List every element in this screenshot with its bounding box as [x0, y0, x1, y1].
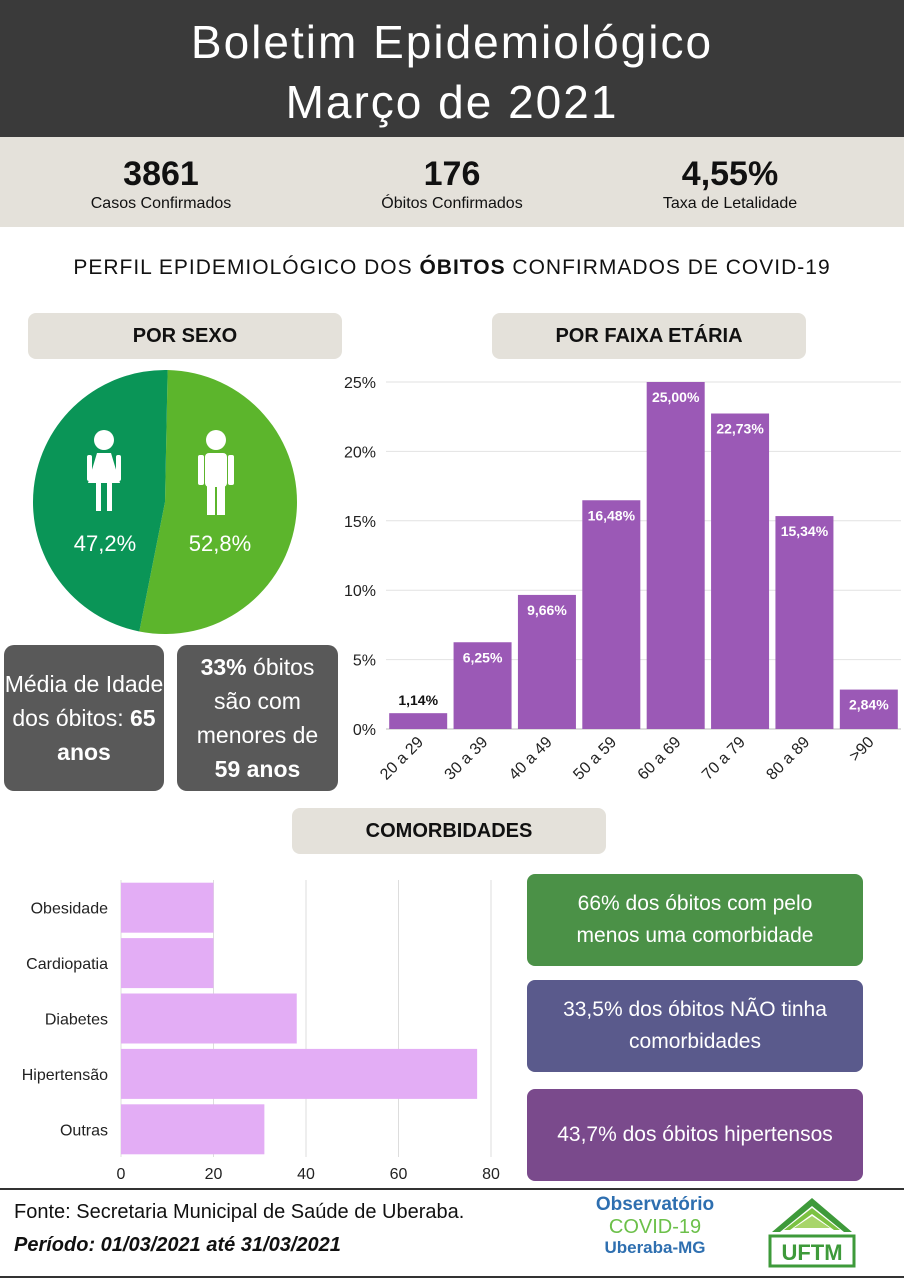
mean-age-value: 65 anos: [57, 705, 156, 765]
comorb-category-label: Hipertensão: [22, 1067, 108, 1084]
footer-period: Período: 01/03/2021 até 31/03/2021: [14, 1234, 341, 1256]
header-banner: Boletim Epidemiológico Março de 2021: [0, 0, 904, 137]
age-category-label: 80 a 89: [763, 734, 813, 784]
male-icon: [198, 430, 234, 515]
comorb-xtick-label: 80: [482, 1166, 500, 1183]
age-category-label: 60 a 69: [635, 734, 685, 784]
comorb-bar: [121, 993, 297, 1044]
pie-label-female: 47,2%: [74, 531, 136, 556]
stat-lethality-label: Taxa de Letalidade: [662, 195, 798, 212]
under59-text: óbitos são com menores de: [196, 654, 319, 748]
subtitle-bold: ÓBITOS: [419, 256, 506, 279]
info-text-comorbidity: 66% dos óbitos com pelo menos uma comorb…: [576, 892, 814, 947]
age-bar: [453, 642, 512, 729]
comorb-bar: [121, 1104, 265, 1155]
age-value-label: 2,84%: [849, 697, 889, 713]
age-ytick-label: 15%: [344, 514, 376, 531]
comorb-category-label: Outras: [60, 1122, 108, 1139]
footer-divider: [0, 1188, 904, 1190]
stat-cases-label: Casos Confirmados: [90, 195, 232, 212]
comorbidity-bar-chart: 0 20 40 60 80 Obesidade Cardiopatia Diabetes Hi…: [22, 880, 500, 1183]
mean-age-text: Média de Idade dos óbitos:: [4, 671, 164, 731]
comorb-bar: [121, 1048, 478, 1099]
logo-line2: COVID-19: [608, 1216, 702, 1238]
age-category-label: >90: [846, 734, 877, 765]
age-category-label: 30 a 39: [442, 734, 492, 784]
age-bar: [839, 689, 898, 729]
uftm-text: UFTM: [781, 1240, 842, 1265]
info-text-no-comorbidity: 33,5% dos óbitos NÃO tinha comorbidades: [563, 998, 827, 1053]
age-ytick-label: 0%: [353, 722, 376, 739]
stats-bar: 3861 Casos Confirmados 176 Óbitos Confir…: [0, 137, 904, 227]
sex-pie-chart: 47,2% 52,8%: [33, 370, 298, 634]
age-bar: [646, 382, 705, 729]
info-box-no-comorbidity: 33,5% dos óbitos NÃO tinha comorbidades: [527, 980, 863, 1072]
comorb-bar: [121, 938, 214, 989]
age-ytick-label: 5%: [353, 653, 376, 670]
mean-age-box: Média de Idade dos óbitos: 65 anos: [4, 645, 164, 791]
pie-label-male: 52,8%: [189, 531, 251, 556]
stat-deaths-label: Óbitos Confirmados: [381, 195, 523, 212]
age-category-label: 40 a 49: [506, 734, 556, 784]
footer-bottom-line: [0, 1276, 904, 1278]
subtitle-after: CONFIRMADOS DE COVID-19: [505, 256, 831, 279]
title-line1: Boletim Epidemiológico: [190, 16, 714, 68]
info-text-hypertension: 43,7% dos óbitos hipertensos: [557, 1123, 833, 1146]
age-bar: [775, 516, 834, 729]
section-age-pill: POR FAIXA ETÁRIA: [492, 313, 806, 359]
comorb-category-label: Cardiopatia: [26, 956, 108, 973]
age-value-label: 6,25%: [463, 649, 503, 665]
age-category-label: 50 a 59: [570, 734, 620, 784]
age-ytick-label: 10%: [344, 583, 376, 600]
uftm-logo-icon: UFTM: [768, 1198, 856, 1268]
age-category-label: 70 a 79: [699, 734, 749, 784]
comorb-xtick-label: 0: [117, 1166, 126, 1183]
age-bar: [711, 413, 770, 729]
subtitle-before: PERFIL EPIDEMIOLÓGICO DOS: [73, 256, 420, 279]
under59-age: 59 anos: [214, 756, 301, 782]
under59-percent: 33%: [200, 654, 247, 680]
age-ytick-label: 20%: [344, 444, 376, 461]
age-value-label: 1,14%: [398, 692, 438, 708]
female-icon: [87, 430, 121, 511]
stat-lethality: 4,55% Taxa de Letalidade: [580, 137, 880, 213]
age-bar-chart: 0% 5% 10% 15% 20% 25% 1,14% 20 a 29 6,25% 30 a 3…: [344, 375, 901, 784]
logo-line3: Uberaba-MG: [604, 1238, 706, 1257]
age-bar: [517, 594, 576, 729]
title-line2: Março de 2021: [285, 76, 619, 128]
section-comorb-pill: COMORBIDADES: [292, 808, 606, 854]
logo-line1: Observatório: [595, 1194, 715, 1215]
age-value-label: 9,66%: [527, 602, 567, 618]
stat-deaths: 176 Óbitos Confirmados: [302, 137, 602, 213]
comorb-xtick-label: 40: [297, 1166, 315, 1183]
comorb-category-label: Obesidade: [31, 901, 108, 918]
age-value-label: 22,73%: [716, 421, 764, 437]
stat-lethality-value: 4,55%: [681, 155, 779, 193]
age-value-label: 16,48%: [588, 507, 636, 523]
age-category-label: 20 a 29: [377, 734, 427, 784]
observatorio-logo: Observatório COVID-19 Uberaba-MG: [575, 1194, 735, 1258]
comorb-xtick-label: 60: [390, 1166, 408, 1183]
age-bar: [389, 713, 448, 729]
section-sex-pill: POR SEXO: [28, 313, 342, 359]
age-value-label: 25,00%: [652, 389, 700, 405]
info-box-hypertension: 43,7% dos óbitos hipertensos: [527, 1089, 863, 1181]
stat-deaths-value: 176: [423, 155, 481, 193]
footer-source: Fonte: Secretaria Municipal de Saúde de …: [14, 1201, 465, 1223]
age-ytick-label: 25%: [344, 375, 376, 392]
comorb-bar: [121, 882, 214, 933]
stat-cases: 3861 Casos Confirmados: [11, 137, 311, 213]
age-value-label: 15,34%: [781, 523, 829, 539]
age-bar: [582, 500, 641, 729]
section-subtitle: PERFIL EPIDEMIOLÓGICO DOS ÓBITOS CONFIRM…: [0, 256, 904, 280]
comorb-category-label: Diabetes: [45, 1012, 108, 1029]
under59-box: 33% óbitos são com menores de 59 anos: [177, 645, 338, 791]
stat-cases-value: 3861: [123, 155, 199, 193]
comorb-xtick-label: 20: [205, 1166, 223, 1183]
info-box-comorbidity: 66% dos óbitos com pelo menos uma comorb…: [527, 874, 863, 966]
